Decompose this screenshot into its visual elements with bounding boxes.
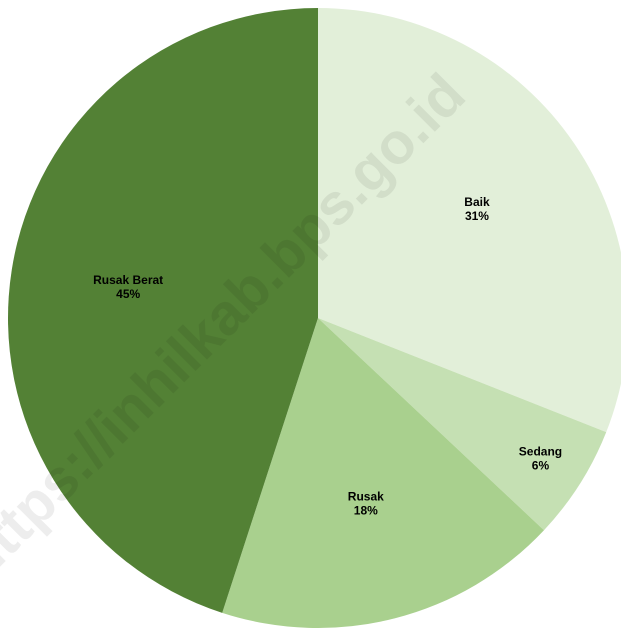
slice-label: Rusak Berat (93, 273, 163, 287)
slice-value: 18% (354, 503, 378, 517)
slice-label: Baik (464, 195, 490, 209)
slice-label: Rusak (348, 489, 384, 503)
pie-slice (8, 8, 318, 613)
slice-value: 6% (532, 458, 550, 472)
pie-slice (222, 318, 544, 628)
slice-value: 45% (116, 287, 140, 301)
pie (8, 8, 621, 628)
slice-value: 31% (465, 209, 489, 223)
pie-slice (318, 318, 607, 531)
pie-slice (318, 8, 621, 433)
slice-label: Sedang (519, 444, 562, 458)
